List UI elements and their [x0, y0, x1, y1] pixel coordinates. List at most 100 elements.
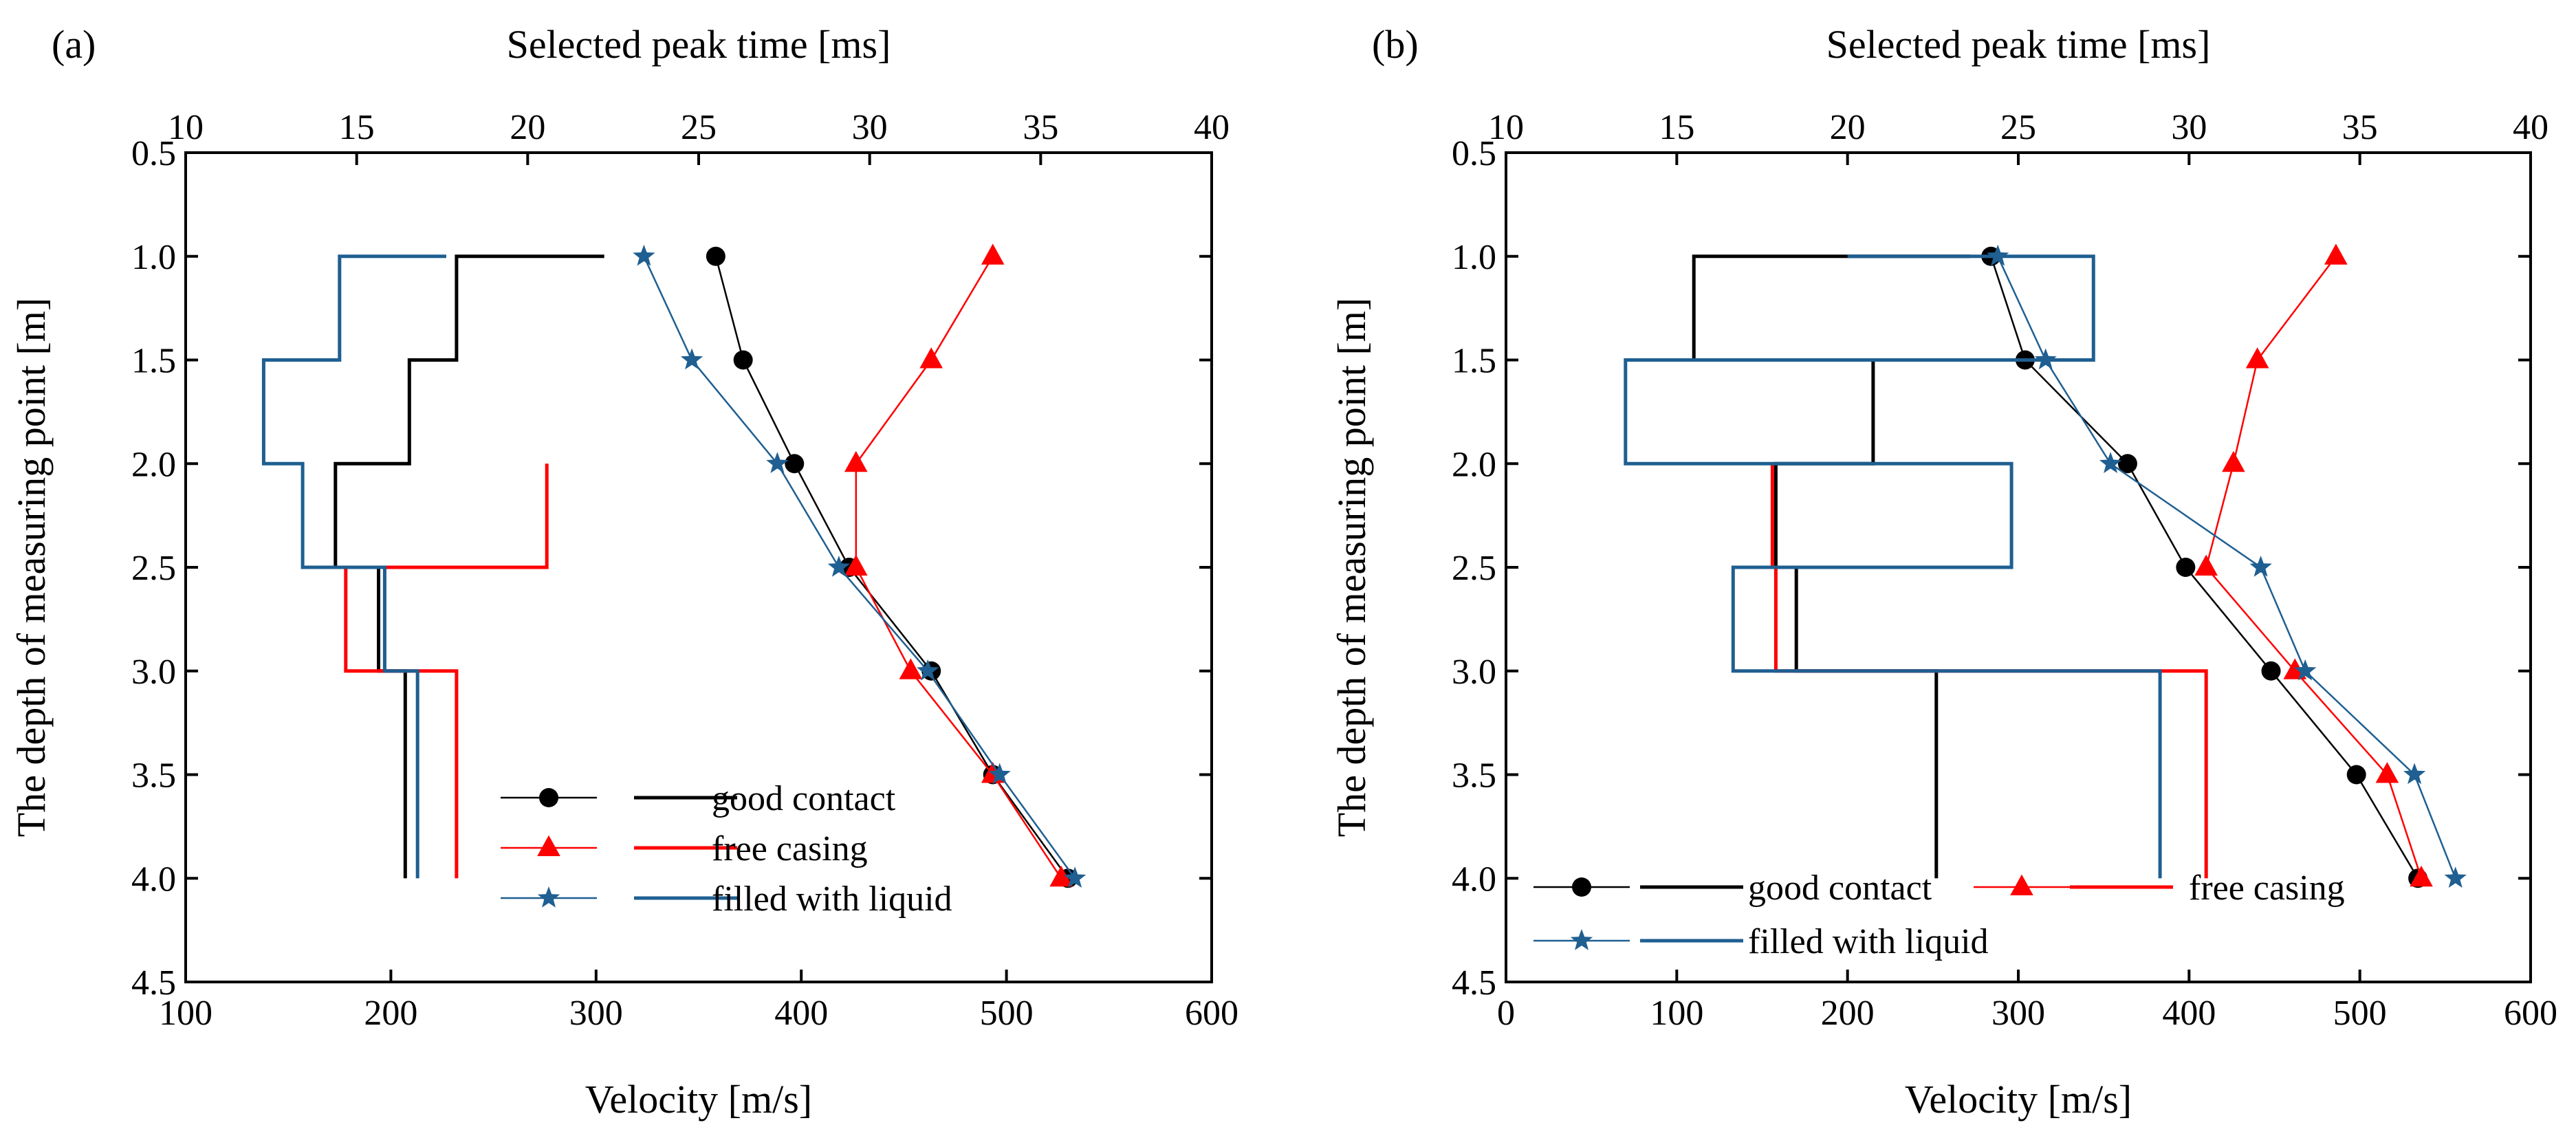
peak-time-line	[2205, 256, 2423, 879]
peak-time-marker	[2294, 659, 2317, 681]
y-axis-title: The depth of measuring point [m]	[9, 298, 54, 837]
legend-marker	[1570, 929, 1593, 950]
legend-entry: free casing	[1974, 869, 2345, 908]
y-tick-label: 3.0	[1452, 653, 1496, 692]
y-axis-title: The depth of measuring point [m]	[1329, 298, 1374, 837]
y-tick-label: 1.0	[131, 238, 176, 277]
top-tick-label: 20	[510, 108, 545, 147]
y-tick-label: 1.5	[131, 342, 176, 381]
legend-entry: good contact	[501, 779, 896, 818]
top-tick-label: 35	[1023, 108, 1058, 147]
top-tick-label: 40	[2513, 108, 2548, 147]
y-tick-label: 3.0	[131, 653, 176, 692]
legend-label: filled with liquid	[712, 880, 952, 919]
peak-time-marker	[706, 246, 725, 266]
peak-time-marker	[1063, 866, 1087, 888]
top-axis-title: Selected peak time [ms]	[1826, 22, 2211, 67]
peak-time-marker	[633, 244, 655, 266]
x-tick-label: 300	[569, 994, 623, 1033]
top-tick-label: 10	[1488, 108, 1524, 147]
legend-entry: filled with liquid	[1533, 922, 1989, 961]
x-tick-label: 0	[1497, 994, 1515, 1033]
x-tick-label: 600	[1185, 994, 1238, 1033]
x-tick-label: 500	[980, 994, 1034, 1033]
y-tick-label: 1.5	[1452, 342, 1496, 381]
x-tick-label: 400	[774, 994, 828, 1033]
peak-time-marker	[1049, 865, 1073, 887]
peak-time-marker	[766, 452, 789, 473]
legend-label: free casing	[2189, 869, 2345, 908]
series-free-casing	[344, 243, 1073, 887]
peak-time-marker	[2403, 763, 2426, 785]
legend-marker	[539, 788, 558, 807]
peak-time-marker	[844, 450, 868, 472]
peak-time-marker	[2324, 243, 2348, 265]
y-tick-label: 4.0	[1452, 860, 1496, 899]
plot-frame	[1505, 151, 2532, 983]
peak-time-marker	[919, 347, 943, 369]
top-tick-label: 20	[1830, 108, 1866, 147]
top-tick-label: 40	[1194, 108, 1230, 147]
y-tick-label: 2.5	[1452, 549, 1496, 588]
peak-time-marker	[733, 350, 753, 370]
x-tick-label: 200	[364, 994, 417, 1033]
y-tick-label: 2.5	[131, 549, 176, 588]
y-tick-label: 2.0	[131, 445, 176, 484]
y-tick-label: 3.5	[1452, 756, 1496, 796]
y-tick-label: 1.0	[1452, 238, 1496, 277]
peak-time-marker	[2222, 450, 2245, 472]
top-tick-label: 15	[1659, 108, 1694, 147]
peak-time-line	[1997, 256, 2456, 879]
x-axis-title: Velocity [m/s]	[585, 1077, 812, 1122]
peak-time-marker	[827, 556, 851, 577]
peak-time-marker	[899, 658, 923, 679]
peak-time-marker	[2176, 558, 2196, 577]
peak-time-marker	[2444, 866, 2467, 888]
peak-time-marker	[2261, 661, 2281, 681]
x-tick-label: 600	[2504, 994, 2557, 1033]
top-tick-label: 35	[2342, 108, 2378, 147]
panel-b: 0 100 200 300 400 500 600 10 15 20 25 30 35 40 0.5 1.0 1…	[1329, 22, 2557, 1122]
x-tick-label: 400	[2162, 994, 2216, 1033]
peak-time-marker	[785, 454, 805, 474]
x-axis-title: Velocity [m/s]	[1905, 1077, 2132, 1122]
y-tick-label: 3.5	[131, 756, 176, 796]
legend-label: good contact	[1748, 869, 1932, 908]
peak-time-marker	[2249, 556, 2272, 577]
velocity-step-line	[261, 254, 446, 879]
peak-time-marker	[988, 763, 1011, 785]
peak-time-marker	[981, 243, 1005, 265]
y-tick-label: 4.0	[131, 860, 176, 899]
top-tick-label: 25	[2000, 108, 2036, 147]
top-tick-label: 30	[852, 108, 888, 147]
panel-a: 100 200 300 400 500 600 10 15 20 25 30 35 40 0.5 1.0 1.…	[9, 22, 1238, 1122]
x-tick-label: 300	[1991, 994, 2045, 1033]
y-tick-label: 2.0	[1452, 445, 1496, 484]
velocity-step-line	[1692, 254, 1971, 879]
series-filled-with-liquid	[261, 244, 1087, 888]
peak-time-marker	[2099, 452, 2122, 473]
velocity-step-line	[344, 463, 549, 879]
legend-entry: filled with liquid	[501, 880, 952, 919]
peak-time-marker	[2375, 762, 2399, 783]
peak-time-marker	[917, 659, 939, 681]
top-tick-label: 30	[2171, 108, 2207, 147]
x-tick-label: 500	[2333, 994, 2387, 1033]
velocity-step-line	[1624, 254, 2162, 879]
velocity-step-line	[334, 254, 604, 879]
peak-time-marker	[844, 554, 868, 576]
legend-marker	[537, 835, 560, 856]
panel-label: (b)	[1372, 22, 1419, 67]
top-axis-title: Selected peak time [ms]	[507, 22, 891, 67]
series-filled-with-liquid	[1624, 244, 2467, 888]
top-tick-label: 25	[681, 108, 717, 147]
x-tick-label: 200	[1821, 994, 1875, 1033]
legend-marker	[537, 886, 560, 908]
top-tick-label: 15	[339, 108, 375, 147]
peak-time-marker	[2194, 554, 2218, 576]
legend-entry: free casing	[501, 829, 868, 869]
legend-entry: good contact	[1533, 869, 1932, 908]
panel-label: (a)	[52, 22, 96, 67]
peak-time-marker	[680, 348, 703, 370]
y-tick-label: 0.5	[1452, 134, 1496, 173]
